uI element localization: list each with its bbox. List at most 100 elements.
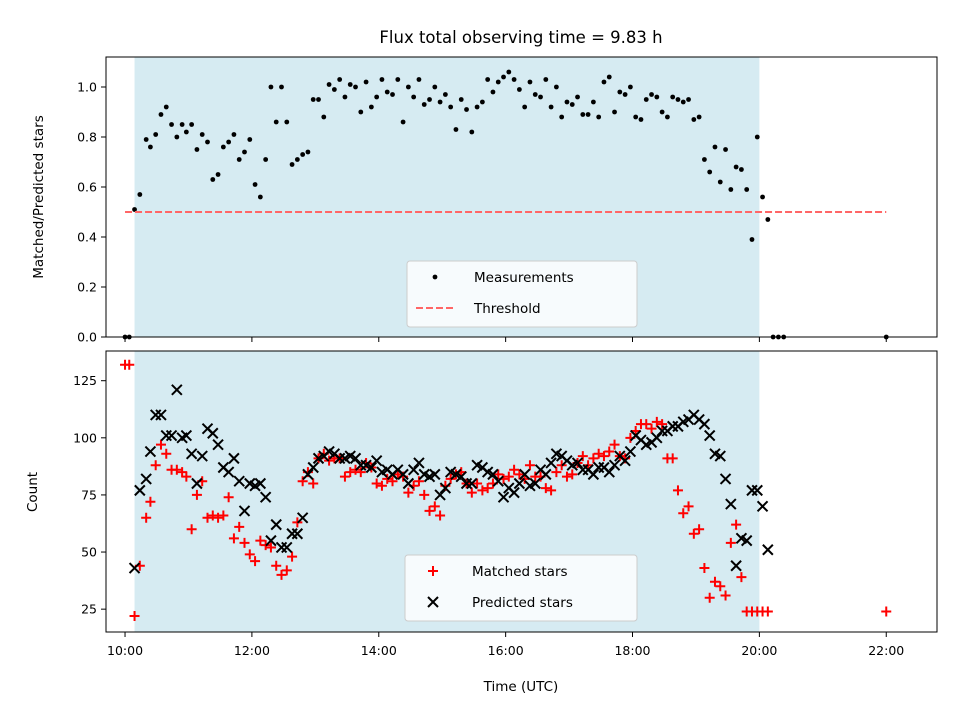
- matched-star-point: [244, 549, 255, 560]
- measurement-point: [374, 94, 380, 100]
- predicted-star-point: [370, 454, 383, 467]
- predicted-star-point: [698, 418, 711, 430]
- predicted-star-point: [429, 468, 441, 481]
- predicted-star-point: [228, 452, 240, 465]
- measurement-point: [686, 97, 691, 102]
- matched-star-point: [376, 480, 387, 491]
- measurement-point: [474, 104, 480, 110]
- matched-star-point: [598, 451, 609, 462]
- matched-star-point: [155, 439, 166, 450]
- predicted-star-point: [413, 457, 425, 469]
- measurement-point: [649, 92, 654, 97]
- measurement-point: [432, 84, 438, 90]
- y-tick-label: 1.0: [77, 80, 97, 95]
- matched-star-point: [181, 471, 192, 482]
- measurement-point: [316, 97, 321, 102]
- y-tick-label: 0.4: [77, 230, 97, 245]
- matched-star-point: [213, 512, 224, 523]
- matched-star-point: [699, 563, 710, 574]
- measurement-point: [305, 149, 311, 155]
- measurement-point: [215, 172, 221, 177]
- predicted-star-point: [402, 477, 415, 490]
- measurement-point: [194, 147, 200, 152]
- bottom-y-axis-label: Count: [25, 472, 41, 512]
- matched-star-point: [672, 485, 683, 496]
- predicted-star-point: [508, 486, 520, 499]
- measurement-point: [522, 104, 528, 110]
- matched-star-point: [641, 419, 652, 430]
- matched-star-point: [171, 464, 182, 475]
- measurement-point: [612, 109, 617, 115]
- matched-star-point: [419, 489, 430, 500]
- y-tick-label: 0.8: [77, 130, 97, 145]
- predicted-star-point: [238, 505, 251, 517]
- measurement-point: [300, 152, 306, 157]
- predicted-star-point: [466, 477, 478, 490]
- measurement-point: [294, 157, 300, 162]
- matched-star-point: [667, 453, 678, 464]
- measurement-point: [553, 84, 559, 90]
- measurement-point: [442, 92, 448, 97]
- predicted-star-point: [540, 468, 552, 481]
- predicted-star-point: [155, 409, 167, 421]
- matched-star-point: [472, 478, 483, 489]
- predicted-star-point: [365, 461, 378, 474]
- axes-frame: [105, 56, 938, 338]
- matched-star-point: [881, 606, 892, 617]
- measurement-point: [242, 149, 247, 155]
- matched-star-point: [250, 556, 261, 567]
- matched-star-point: [413, 476, 424, 487]
- predicted-star-point: [725, 498, 737, 510]
- matched-star-point: [466, 487, 477, 498]
- measurement-point: [158, 112, 164, 117]
- measurement-point: [707, 169, 713, 175]
- x-tick-label: 18:00: [614, 643, 650, 658]
- matched-star-point: [477, 485, 488, 496]
- measurement-point: [169, 122, 174, 127]
- measurement-point: [268, 84, 274, 90]
- matched-star-point: [709, 576, 720, 587]
- predicted-star-point: [703, 429, 716, 442]
- predicted-star-point: [222, 466, 235, 478]
- measurement-point: [231, 132, 237, 137]
- measurement-point: [760, 194, 765, 200]
- predicted-star-point: [439, 482, 452, 494]
- x-tick-label: 16:00: [488, 643, 524, 658]
- predicted-star-point: [349, 452, 362, 465]
- measurement-point: [723, 147, 728, 152]
- measurement-point: [633, 114, 639, 120]
- measurement-point: [411, 94, 417, 100]
- measurement-point: [538, 94, 543, 100]
- matched-star-point: [514, 469, 525, 480]
- predicted-star-point: [140, 473, 152, 485]
- measurement-point: [347, 82, 353, 87]
- measurement-point: [659, 109, 665, 115]
- matched-star-point: [424, 505, 435, 516]
- measurement-point: [337, 77, 343, 82]
- legend-label: Measurements: [474, 270, 574, 286]
- y-tick-label: 25: [81, 602, 97, 617]
- measurement-point: [273, 119, 279, 125]
- matched-star-point: [688, 528, 699, 539]
- matched-star-point: [683, 501, 694, 512]
- matched-star-point: [276, 569, 287, 580]
- predicted-star-point: [191, 477, 203, 490]
- measurement-point: [400, 119, 406, 125]
- matched-star-point: [371, 478, 382, 489]
- measurement-point: [137, 192, 143, 197]
- predicted-star-point: [270, 518, 282, 531]
- matched-star-point: [731, 519, 742, 530]
- measurement-point: [153, 132, 159, 137]
- matched-star-point: [218, 510, 229, 521]
- matched-star-point: [609, 439, 620, 450]
- measurement-point: [205, 139, 210, 145]
- measurement-point: [263, 157, 269, 162]
- predicted-star-point: [233, 475, 245, 487]
- matched-star-point: [387, 476, 398, 487]
- matched-star-point: [509, 464, 520, 475]
- measurement-point: [416, 77, 422, 82]
- matched-star-point: [551, 467, 562, 478]
- measurement-point: [368, 104, 374, 110]
- measurement-point: [490, 89, 496, 95]
- measurement-point: [326, 82, 332, 87]
